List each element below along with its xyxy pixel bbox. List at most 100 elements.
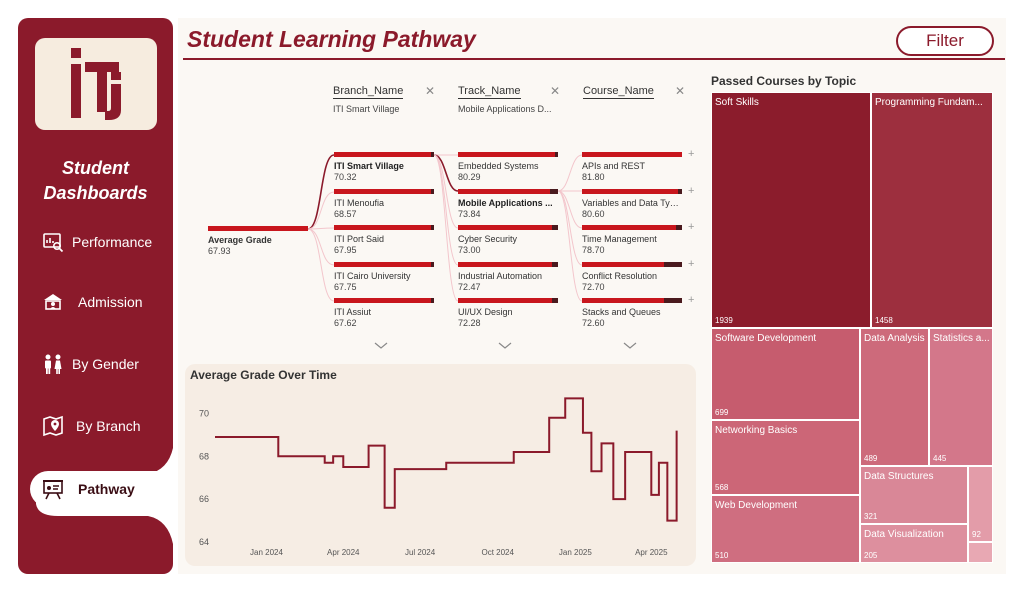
tree-node-branch[interactable]: ITI Smart Village 70.32	[334, 152, 434, 182]
column-selection: Mobile Applications D...	[458, 104, 552, 114]
chevron-down-icon[interactable]	[374, 342, 388, 350]
column-selection: ITI Smart Village	[333, 104, 400, 114]
page-title: Student Learning Pathway	[187, 26, 476, 52]
branch-icon	[43, 415, 63, 437]
treemap-cell-label: Data Analysis	[864, 333, 925, 344]
tree-node-branch[interactable]: ITI Assiut 67.62	[334, 298, 434, 328]
x-tick-label: Oct 2024	[481, 548, 514, 557]
treemap-cell-value: 205	[864, 551, 878, 560]
node-label: Industrial Automation	[458, 271, 543, 281]
tree-node-course[interactable]: Stacks and Queues 72.60	[582, 298, 682, 328]
expand-plus-icon[interactable]: +	[688, 294, 695, 306]
node-label: ITI Smart Village	[334, 161, 404, 171]
clear-icon[interactable]: ✕	[550, 84, 561, 98]
node-value: 73.84	[458, 209, 481, 219]
treemap-cell-label: Web Development	[715, 500, 798, 511]
expand-plus-icon[interactable]: +	[688, 185, 695, 197]
sidebar-title: Student Dashboards	[18, 156, 173, 206]
clear-icon[interactable]: ✕	[675, 84, 686, 98]
x-tick-label: Apr 2024	[327, 548, 360, 557]
performance-icon	[43, 233, 64, 253]
x-tick-label: Jan 2025	[559, 548, 592, 557]
tree-node-branch[interactable]: ITI Port Said 67.95	[334, 225, 434, 255]
gender-icon	[45, 354, 62, 374]
treemap-cell-value: 568	[715, 483, 729, 492]
treemap-cell[interactable]: Networking Basics 568	[711, 420, 860, 495]
clear-icon[interactable]: ✕	[425, 84, 436, 98]
sidebar: Student Dashboards Performance Admission	[18, 18, 173, 574]
treemap-cell[interactable]	[968, 542, 993, 563]
treemap-cell[interactable]: Data Structures 321	[860, 466, 968, 524]
treemap-cell[interactable]: Soft Skills 1939	[711, 92, 871, 328]
node-value: 80.29	[458, 172, 481, 182]
node-value: 72.47	[458, 282, 481, 292]
title-divider	[183, 58, 1005, 60]
treemap-cell[interactable]: Data Visualization 205	[860, 524, 968, 563]
grade-series-line	[215, 397, 678, 522]
node-value: 67.95	[334, 245, 357, 255]
treemap-cell[interactable]: Data Analysis 489	[860, 328, 929, 466]
node-value: 72.70	[582, 282, 605, 292]
node-label: Variables and Data Typ...	[582, 198, 682, 208]
expand-plus-icon[interactable]: +	[688, 221, 695, 233]
tree-column-branch: Branch_Name ✕ ITI Smart Village	[333, 84, 435, 114]
tree-node-track[interactable]: UI/UX Design 72.28	[458, 298, 558, 328]
node-value: 80.60	[582, 209, 605, 219]
tree-node-track[interactable]: Embedded Systems 80.29	[458, 152, 558, 182]
sidebar-item-by-gender[interactable]: By Gender	[18, 346, 173, 382]
sidebar-item-by-branch[interactable]: By Branch	[18, 408, 173, 444]
tree-node-track[interactable]: Industrial Automation 72.47	[458, 262, 558, 292]
node-value: 81.80	[582, 172, 605, 182]
node-value: 67.93	[208, 246, 231, 256]
treemap-cell-value: 1458	[875, 316, 893, 325]
chevron-down-icon[interactable]	[623, 342, 637, 350]
treemap-cell-value: 1939	[715, 316, 733, 325]
node-label: Time Management	[582, 234, 657, 244]
line-chart-card	[185, 364, 696, 566]
treemap-cell[interactable]: Web Development 510	[711, 495, 860, 563]
sidebar-item-label: By Gender	[72, 356, 139, 372]
x-tick-label: Apr 2025	[635, 548, 668, 557]
sidebar-item-admission[interactable]: Admission	[18, 284, 173, 320]
tree-node-course[interactable]: Variables and Data Typ... 80.60	[582, 189, 682, 219]
treemap-cell-label: Statistics a...	[933, 333, 990, 344]
treemap-cell[interactable]: Statistics a... 445	[929, 328, 993, 466]
node-label: ITI Cairo University	[334, 271, 411, 281]
tree-node-track[interactable]: Cyber Security 73.00	[458, 225, 558, 255]
tree-node-course[interactable]: Conflict Resolution 72.70	[582, 262, 682, 292]
tree-node-course[interactable]: APIs and REST 81.80	[582, 152, 682, 182]
y-tick-label: 70	[199, 408, 209, 418]
tree-node-track[interactable]: Mobile Applications ... 73.84	[458, 189, 558, 219]
tree-root-node[interactable]: Average Grade 67.93	[208, 226, 308, 256]
node-label: Conflict Resolution	[582, 271, 658, 281]
tree-node-branch[interactable]: ITI Menoufia 68.57	[334, 189, 434, 219]
treemap-cell[interactable]: Software Development 699	[711, 328, 860, 420]
tree-connectors	[307, 154, 583, 302]
treemap-cell[interactable]: Programming Fundam... 1458	[871, 92, 993, 328]
tree-node-course[interactable]: Time Management 78.70	[582, 225, 682, 255]
treemap-cell-label: Soft Skills	[715, 97, 759, 108]
treemap-title: Passed Courses by Topic	[711, 74, 857, 88]
sidebar-item-performance[interactable]: Performance	[18, 224, 173, 260]
iti-logo-icon	[71, 48, 121, 120]
y-tick-label: 66	[199, 494, 209, 504]
filter-button[interactable]: Filter	[896, 26, 994, 56]
chevron-down-icon[interactable]	[498, 342, 512, 350]
node-value: 73.00	[458, 245, 481, 255]
x-tick-label: Jan 2024	[250, 548, 283, 557]
tree-node-branch[interactable]: ITI Cairo University 67.75	[334, 262, 434, 292]
node-value: 67.75	[334, 282, 357, 292]
sidebar-item-pathway[interactable]: Pathway	[30, 471, 173, 507]
treemap-cell-value: 489	[864, 454, 878, 463]
admission-icon	[44, 294, 62, 310]
expand-plus-icon[interactable]: +	[688, 258, 695, 270]
treemap-cell-label: Networking Basics	[715, 425, 798, 436]
sidebar-item-label: Pathway	[78, 481, 135, 497]
treemap-cell-value: 445	[933, 454, 947, 463]
node-value: 70.32	[334, 172, 357, 182]
node-label: Embedded Systems	[458, 161, 539, 171]
treemap-cell[interactable]: 92	[968, 466, 993, 542]
expand-plus-icon[interactable]: +	[688, 148, 695, 160]
x-tick-label: Jul 2024	[405, 548, 436, 557]
node-label: UI/UX Design	[458, 307, 513, 317]
